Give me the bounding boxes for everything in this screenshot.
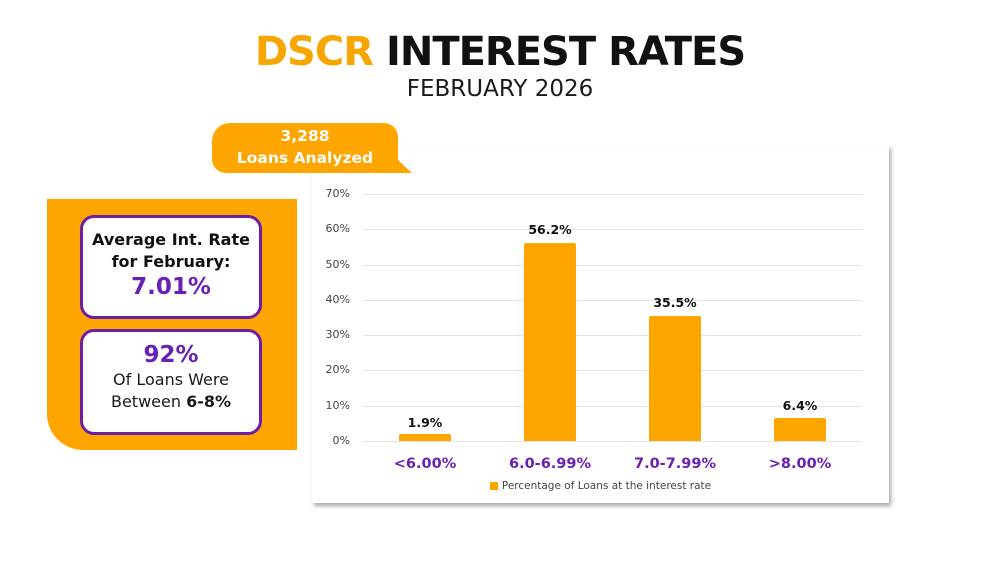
- gridline: [363, 265, 862, 266]
- gridline: [363, 406, 862, 407]
- x-axis-baseline: [363, 441, 862, 442]
- bar-6-to-6-99: [524, 243, 576, 441]
- y-tick-70: 70%: [325, 187, 350, 200]
- loans-label: Loans Analyzed: [236, 149, 374, 167]
- chart-legend: Percentage of Loans at the interest rate: [312, 480, 889, 492]
- y-tick-10: 10%: [325, 399, 350, 412]
- average-rate-label-line1: Average Int. Rate: [92, 230, 250, 249]
- y-tick-20: 20%: [325, 363, 350, 376]
- loans-count: 3,288: [280, 127, 330, 145]
- gridline: [363, 335, 862, 336]
- legend-swatch-icon: [489, 482, 498, 490]
- y-tick-50: 50%: [325, 258, 350, 271]
- average-rate-value: 7.01%: [131, 274, 211, 300]
- bar-under-6: [399, 434, 451, 441]
- title-main: INTEREST RATES: [385, 29, 746, 75]
- title-accent: DSCR: [254, 29, 374, 75]
- y-tick-60: 60%: [325, 222, 350, 235]
- bar-value-label: 35.5%: [653, 295, 697, 310]
- bar-value-label: 6.4%: [782, 398, 818, 413]
- page-title: DSCR INTEREST RATES: [0, 30, 1000, 74]
- average-rate-label-line2: for February:: [111, 252, 231, 271]
- average-rate-card: Average Int. Rate for February: 7.01%: [80, 215, 262, 319]
- bar-over-8: [774, 418, 826, 441]
- stats-panel: Average Int. Rate for February: 7.01% 92…: [47, 199, 297, 450]
- loan-share-text-line1: Of Loans Were: [113, 370, 229, 389]
- bar-value-label: 1.9%: [407, 415, 443, 430]
- y-tick-30: 30%: [325, 328, 350, 341]
- x-category-label: 7.0-7.99%: [633, 456, 716, 472]
- loan-share-value: 92%: [143, 342, 199, 368]
- gridline: [363, 370, 862, 371]
- loan-share-prefix: Between: [110, 392, 187, 411]
- bar-value-label: 56.2%: [528, 222, 572, 237]
- x-category-label: <6.00%: [393, 456, 457, 472]
- gridline: [363, 300, 862, 301]
- gridline: [363, 229, 862, 230]
- bar-chart: 70% 60% 50% 40% 30% 20% 10% 0% 1.9% 56.2…: [312, 145, 889, 503]
- y-tick-0: 0%: [332, 434, 350, 447]
- x-category-label: 6.0-6.99%: [508, 456, 591, 472]
- gridline: [363, 194, 862, 195]
- loan-share-text-line2: Between 6-8%: [83, 391, 259, 413]
- loan-share-range: 6-8%: [186, 392, 232, 411]
- x-category-label: >8.00%: [768, 456, 832, 472]
- y-tick-40: 40%: [325, 293, 350, 306]
- page-subtitle: FEBRUARY 2026: [406, 76, 594, 102]
- legend-label: Percentage of Loans at the interest rate: [501, 480, 712, 492]
- bar-7-to-7-99: [649, 316, 701, 441]
- loans-analyzed-badge: 3,288 Loans Analyzed: [212, 123, 412, 173]
- loan-share-card: 92% Of Loans Were Between 6-8%: [80, 329, 262, 435]
